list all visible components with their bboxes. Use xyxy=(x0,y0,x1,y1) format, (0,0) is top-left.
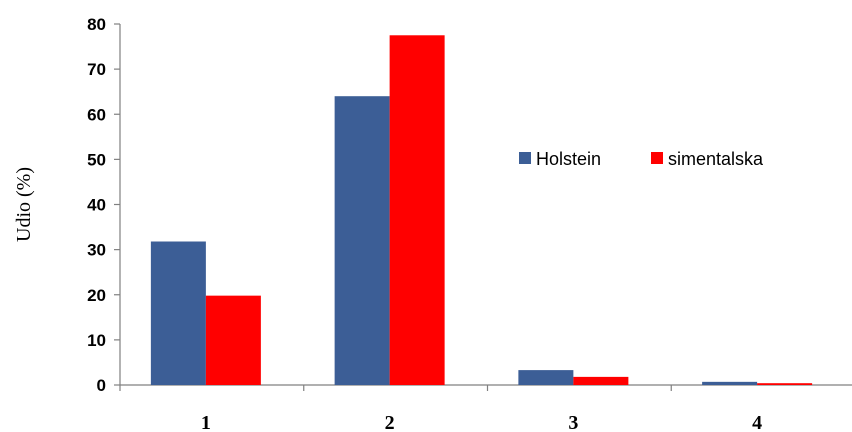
bars xyxy=(150,35,813,385)
y-tick-label: 50 xyxy=(87,150,106,169)
legend-swatch-simentalska xyxy=(651,152,663,164)
x-tick-label: 1 xyxy=(201,412,211,432)
bar-holstein-2 xyxy=(334,96,390,385)
legend-label-simentalska: simentalska xyxy=(668,149,764,169)
bar-simentalska-4 xyxy=(757,383,813,385)
legend-label-holstein: Holstein xyxy=(536,149,601,169)
y-tick-label: 10 xyxy=(87,331,106,350)
y-tick-label: 20 xyxy=(87,286,106,305)
bar-simentalska-1 xyxy=(205,295,261,385)
bar-holstein-4 xyxy=(702,381,758,385)
x-axis: 1 2 3 4 xyxy=(119,384,852,432)
y-tick-label: 80 xyxy=(87,15,106,34)
bar-holstein-3 xyxy=(518,370,574,385)
x-tick-label: 2 xyxy=(385,412,395,432)
legend: Holstein simentalska xyxy=(519,149,764,169)
bar-simentalska-3 xyxy=(573,376,629,385)
x-tick-label: 4 xyxy=(752,412,762,432)
y-tick-label: 30 xyxy=(87,241,106,260)
legend-swatch-holstein xyxy=(519,152,531,164)
x-tick-label: 3 xyxy=(568,412,578,432)
bar-holstein-1 xyxy=(150,241,206,385)
y-tick-label: 70 xyxy=(87,60,106,79)
y-tick-label: 0 xyxy=(97,376,106,395)
y-axis-title: Udio (%) xyxy=(13,167,35,242)
y-tick-label: 40 xyxy=(87,196,106,215)
y-tick-label: 60 xyxy=(87,105,106,124)
y-axis: 0 10 20 30 40 50 60 70 80 xyxy=(87,15,121,395)
bar-simentalska-2 xyxy=(389,35,445,385)
